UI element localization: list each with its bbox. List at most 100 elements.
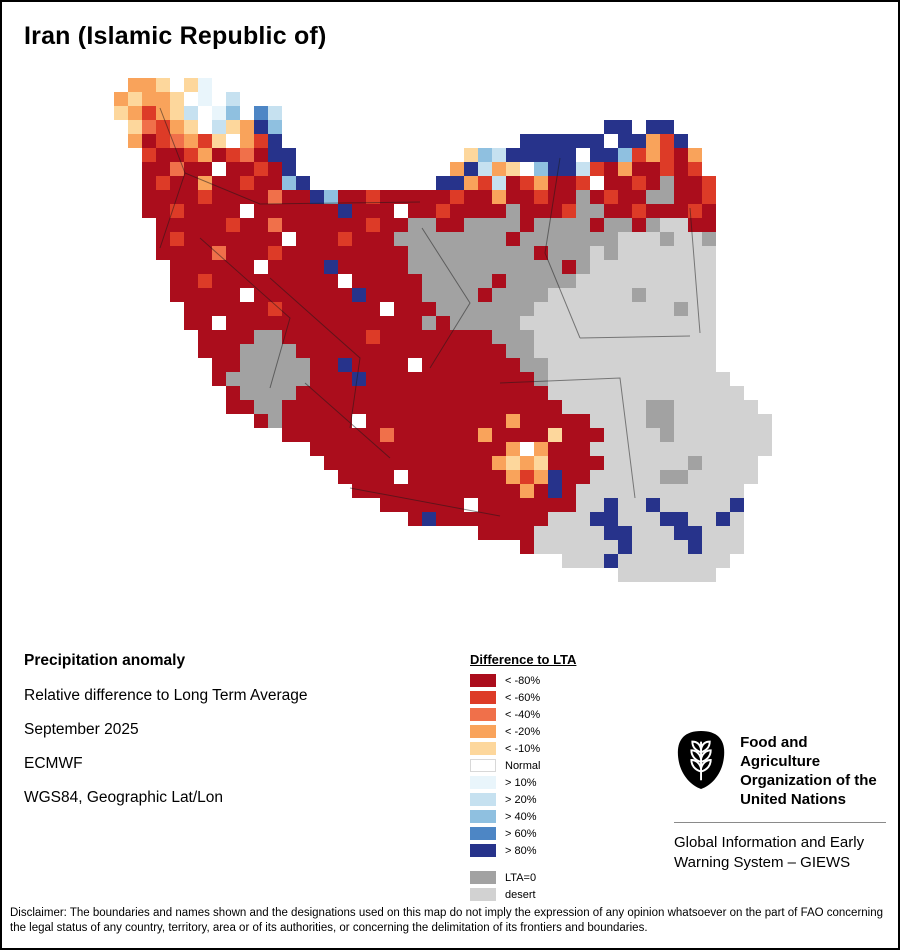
map-cell (674, 498, 688, 512)
map-cell (226, 372, 240, 386)
map-cell (660, 246, 674, 260)
map-cell (646, 400, 660, 414)
map-cell (548, 302, 562, 316)
map-cell (436, 288, 450, 302)
map-cell (268, 400, 282, 414)
map-cell (506, 316, 520, 330)
map-cell (268, 176, 282, 190)
map-cell (590, 400, 604, 414)
map-cell (618, 512, 632, 526)
legend-list: < -80% < -60% < -40% < -20% < -10% Normal > 10… (470, 674, 576, 901)
map-cell (422, 372, 436, 386)
map-cell (380, 470, 394, 484)
map-cell (576, 456, 590, 470)
map-cell (716, 386, 730, 400)
map-cell (408, 498, 422, 512)
map-cell (576, 498, 590, 512)
legend-swatch (470, 888, 496, 901)
map-cell (282, 176, 296, 190)
map-cell (240, 358, 254, 372)
map-cell (324, 232, 338, 246)
map-cell (212, 204, 226, 218)
map-cell (380, 344, 394, 358)
map-cell (380, 456, 394, 470)
map-cell (688, 568, 702, 582)
map-cell (492, 470, 506, 484)
map-cell (590, 330, 604, 344)
map-cell (282, 316, 296, 330)
map-cell (198, 288, 212, 302)
map-cell (366, 400, 380, 414)
map-cell (492, 162, 506, 176)
map-cell (758, 414, 772, 428)
map-cell (296, 386, 310, 400)
map-cell (422, 414, 436, 428)
map-cell (618, 218, 632, 232)
map-cell (562, 512, 576, 526)
map-cell (548, 148, 562, 162)
map-cell (590, 316, 604, 330)
map-cell (688, 316, 702, 330)
map-cell (576, 400, 590, 414)
map-cell (436, 204, 450, 218)
caption-line-subtitle: Relative difference to Long Term Average (24, 687, 308, 704)
map-cell (450, 358, 464, 372)
map-cell (478, 232, 492, 246)
map-cell (198, 302, 212, 316)
map-cell (632, 442, 646, 456)
map-cell (618, 190, 632, 204)
map-cell (114, 120, 128, 134)
map-cell (408, 386, 422, 400)
map-cell (450, 456, 464, 470)
map-cell (702, 540, 716, 554)
map-cell (688, 512, 702, 526)
map-cell (366, 260, 380, 274)
map-cell (548, 176, 562, 190)
map-cell (520, 288, 534, 302)
map-cell (478, 442, 492, 456)
map-cell (408, 302, 422, 316)
legend-item: < -10% (470, 742, 576, 755)
map-cell (268, 414, 282, 428)
map-cell (394, 260, 408, 274)
map-cell (478, 316, 492, 330)
map-cell (604, 358, 618, 372)
map-cell (506, 176, 520, 190)
map-cell (338, 358, 352, 372)
map-cell (674, 134, 688, 148)
map-cell (464, 442, 478, 456)
map-cell (296, 274, 310, 288)
map-cell (618, 260, 632, 274)
map-cell (660, 344, 674, 358)
map-cell (562, 358, 576, 372)
map-cell (562, 246, 576, 260)
map-cell (282, 232, 296, 246)
map-cell (730, 456, 744, 470)
map-cell (520, 442, 534, 456)
map-cell (310, 400, 324, 414)
map-cell (380, 372, 394, 386)
map-cell (380, 428, 394, 442)
map-cell (198, 148, 212, 162)
map-cell (478, 484, 492, 498)
map-cell (618, 204, 632, 218)
map-cell (548, 260, 562, 274)
map-cell (478, 414, 492, 428)
map-cell (534, 526, 548, 540)
map-cell (562, 484, 576, 498)
map-cell (352, 204, 366, 218)
map-cell (604, 330, 618, 344)
map-cell (520, 372, 534, 386)
map-cell (184, 134, 198, 148)
map-cell (520, 134, 534, 148)
map-cell (198, 92, 212, 106)
map-cell (282, 330, 296, 344)
map-cell (156, 204, 170, 218)
map-cell (338, 386, 352, 400)
map-cell (128, 120, 142, 134)
map-cell (170, 190, 184, 204)
map-cell (268, 372, 282, 386)
map-cell (548, 470, 562, 484)
map-cell (170, 120, 184, 134)
map-cell (310, 274, 324, 288)
